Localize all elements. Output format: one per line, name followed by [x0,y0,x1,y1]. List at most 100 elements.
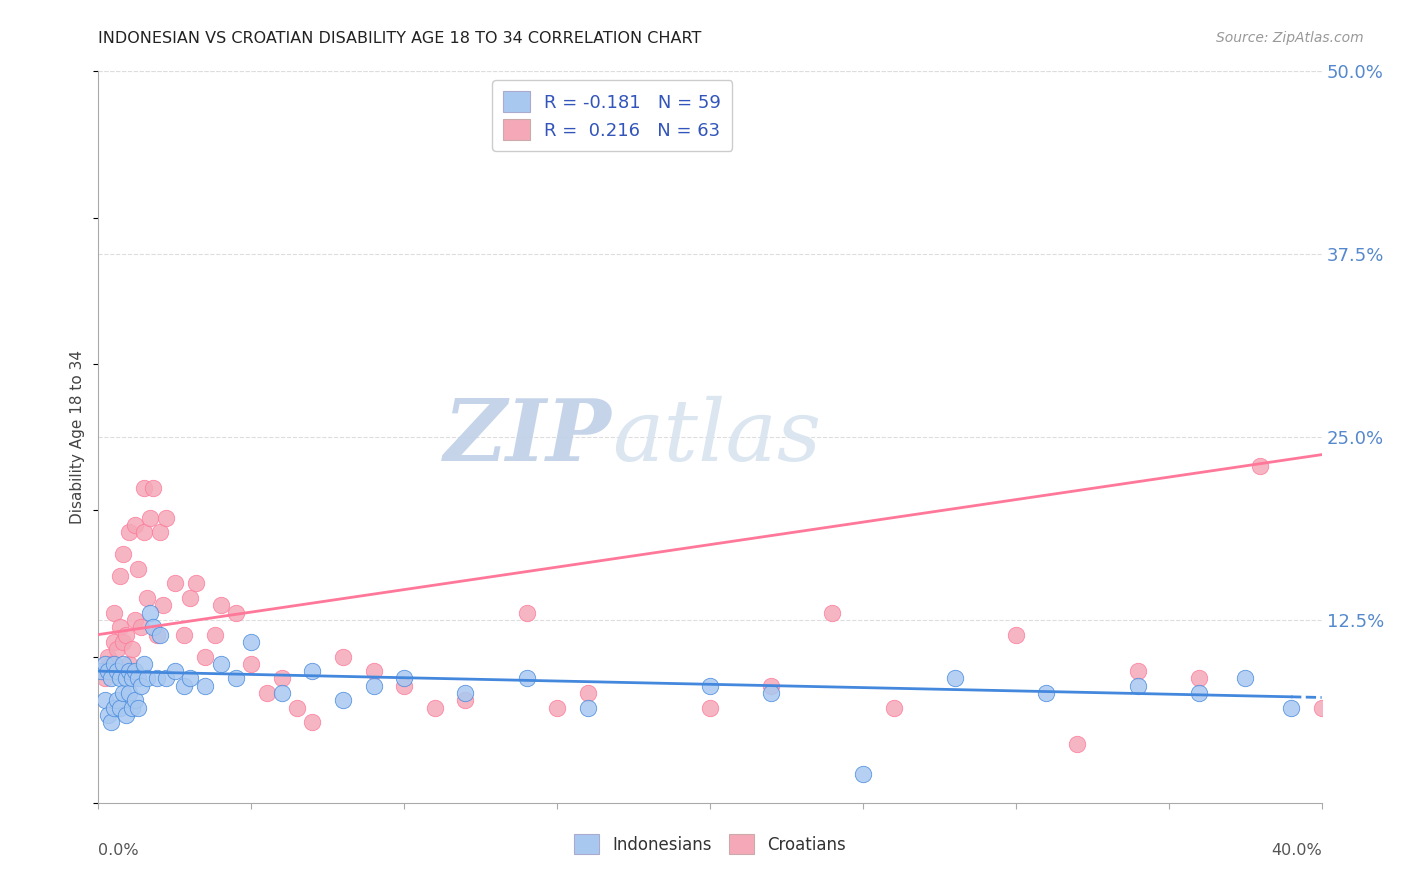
Point [332,649,354,664]
Point [90,664,112,678]
Point [546,700,568,714]
Point [576,686,599,700]
Point [111,657,134,671]
Point [155,672,177,686]
Point [1310,700,1333,714]
Point [103,657,125,671]
Text: 40.0%: 40.0% [1271,843,1322,858]
Point [392,679,416,693]
Point [285,700,308,714]
Point [759,679,782,693]
Point [209,599,232,613]
Point [100,672,122,686]
Point [699,700,721,714]
Point [1188,672,1211,686]
Point [363,679,385,693]
Point [204,627,226,641]
Point [209,657,232,671]
Point [759,686,782,700]
Point [179,672,201,686]
Point [111,686,134,700]
Point [124,664,146,678]
Point [173,679,195,693]
Point [194,649,217,664]
Point [155,510,177,524]
Point [240,657,263,671]
Point [423,700,446,714]
Text: Source: ZipAtlas.com: Source: ZipAtlas.com [1216,31,1364,45]
Point [134,481,156,495]
Point [821,606,844,620]
Point [1004,627,1026,641]
Point [103,700,125,714]
Point [139,606,162,620]
Y-axis label: Disability Age 18 to 34: Disability Age 18 to 34 [70,350,86,524]
Point [142,620,165,634]
Point [100,715,122,730]
Point [121,700,143,714]
Point [240,635,263,649]
Legend: Indonesians, Croatians: Indonesians, Croatians [568,828,852,860]
Text: INDONESIAN VS CROATIAN DISABILITY AGE 18 TO 34 CORRELATION CHART: INDONESIAN VS CROATIAN DISABILITY AGE 18… [98,31,702,46]
Point [90,664,112,678]
Point [225,672,247,686]
Point [105,642,128,657]
Point [256,686,278,700]
Point [134,525,156,540]
Point [121,642,143,657]
Point [852,766,875,780]
Point [152,599,174,613]
Point [115,708,138,723]
Point [1234,672,1257,686]
Point [127,700,149,714]
Point [129,679,152,693]
Point [149,627,172,641]
Point [145,672,167,686]
Point [454,693,477,707]
Point [105,693,128,707]
Point [108,620,131,634]
Point [118,664,141,678]
Point [1128,664,1150,678]
Text: ZIP: ZIP [444,395,612,479]
Point [454,686,477,700]
Point [93,657,115,671]
Point [943,672,966,686]
Text: atlas: atlas [612,396,821,478]
Point [173,627,195,641]
Point [139,510,162,524]
Point [111,547,134,561]
Point [103,635,125,649]
Point [108,700,131,714]
Point [1066,737,1088,751]
Point [179,591,201,605]
Point [134,657,156,671]
Point [1371,664,1393,678]
Point [103,606,125,620]
Point [270,686,292,700]
Point [97,708,120,723]
Point [108,672,131,686]
Point [111,635,134,649]
Point [883,700,905,714]
Point [516,672,538,686]
Point [149,525,172,540]
Point [699,679,721,693]
Point [142,481,165,495]
Text: 0.0%: 0.0% [98,843,139,858]
Point [100,657,122,671]
Point [97,649,120,664]
Point [118,525,141,540]
Point [124,693,146,707]
Point [1128,679,1150,693]
Point [136,672,159,686]
Point [121,672,143,686]
Point [576,700,599,714]
Point [124,613,146,627]
Point [97,664,120,678]
Point [163,576,186,591]
Point [127,672,149,686]
Point [1279,700,1302,714]
Point [225,606,247,620]
Point [194,679,217,693]
